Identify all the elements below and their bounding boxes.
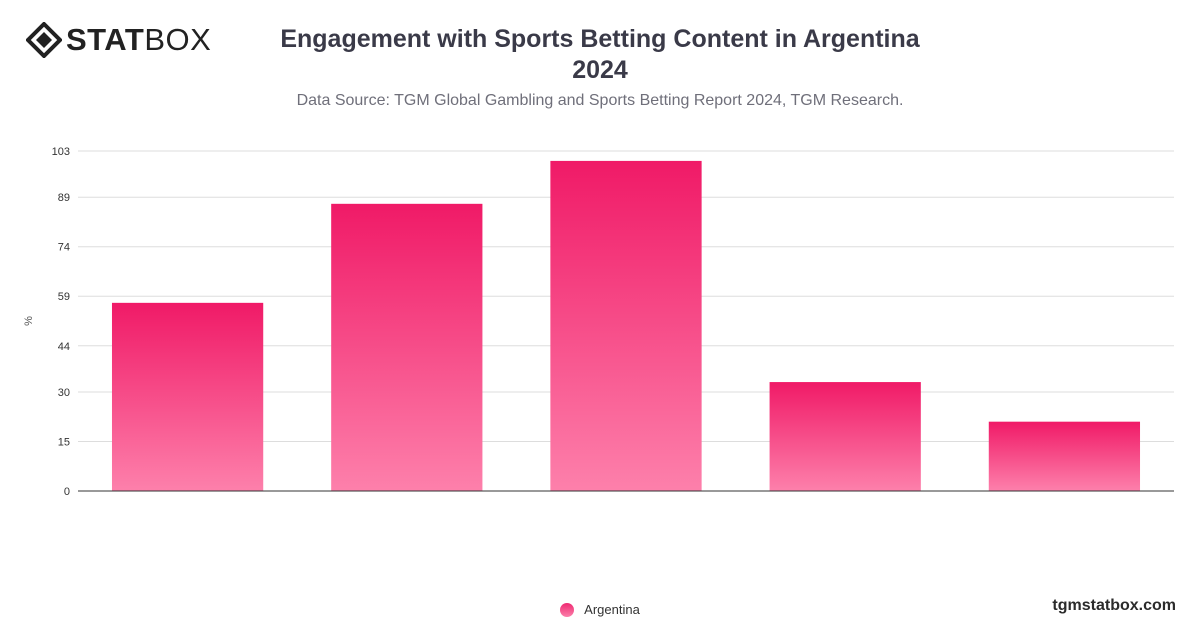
y-tick-label: 30 — [58, 387, 70, 399]
y-tick-label: 0 — [64, 486, 70, 498]
legend-label[interactable]: Argentina — [584, 602, 640, 617]
y-tick-label: 59 — [58, 291, 70, 303]
bar[interactable] — [111, 302, 264, 491]
bar[interactable] — [331, 203, 483, 491]
bar[interactable] — [769, 382, 921, 491]
bar[interactable] — [550, 160, 702, 492]
y-tick-label: 44 — [58, 341, 70, 353]
y-axis-label: % — [23, 316, 35, 326]
diamond-logo-icon — [26, 22, 62, 58]
logo-text-light: BOX — [144, 22, 212, 57]
chart-title: Engagement with Sports Betting Content i… — [250, 24, 950, 86]
logo-text-bold: STAT — [66, 22, 145, 57]
bar[interactable] — [988, 421, 1141, 491]
y-tick-label: 103 — [52, 146, 70, 158]
site-url[interactable]: tgmstatbox.com — [1052, 597, 1176, 614]
y-tick-label: 74 — [58, 242, 70, 254]
legend-swatch[interactable] — [560, 602, 575, 617]
chart-subtitle: Data Source: TGM Global Gambling and Spo… — [296, 92, 904, 109]
chart-title-line-2: 2024 — [572, 56, 628, 84]
bars — [111, 160, 1141, 492]
logo-text: STATBOX — [66, 22, 211, 58]
y-tick-label: 15 — [58, 436, 70, 448]
statbox-logo: STATBOX — [26, 22, 211, 58]
chart-title-line-1: Engagement with Sports Betting Content i… — [280, 25, 920, 53]
legend: Argentina — [0, 602, 1200, 617]
y-tick-label: 89 — [58, 192, 70, 204]
axes: 0 15 30 44 59 74 89 103% — [23, 146, 1174, 498]
